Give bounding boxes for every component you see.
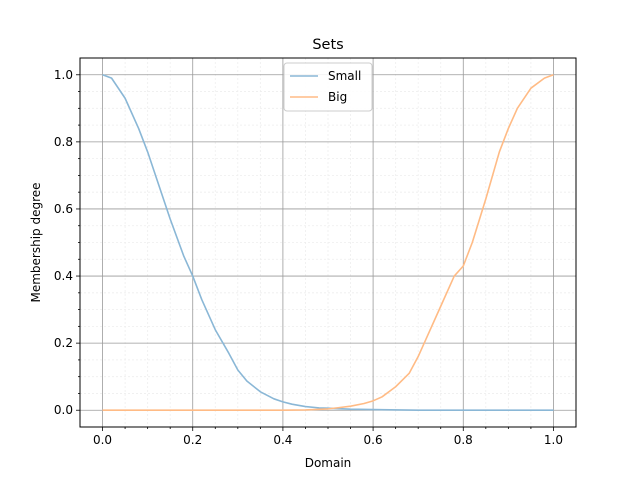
chart-title: Sets bbox=[312, 37, 343, 53]
legend-label-small: Small bbox=[328, 69, 361, 83]
y-tick-label: 0.8 bbox=[54, 135, 73, 149]
y-axis-title: Membership degree bbox=[29, 182, 43, 302]
series-line-small bbox=[102, 74, 554, 412]
x-tick-label: 0.4 bbox=[273, 433, 292, 447]
x-tick-label: 0.8 bbox=[454, 433, 473, 447]
x-tick-label: 0.6 bbox=[364, 433, 383, 447]
x-tick-label: 0.0 bbox=[93, 433, 112, 447]
legend-box bbox=[283, 62, 373, 112]
axis-ticks: 0.0 0.2 0.4 0.6 0.8 1.0 0.0 0.2 0.4 0.6 0.8 1.0 bbox=[54, 68, 563, 447]
x-tick-label: 1.0 bbox=[544, 433, 563, 447]
x-axis-title: Domain bbox=[305, 456, 352, 470]
y-tick-label: 0.2 bbox=[54, 336, 73, 350]
minor-grid bbox=[80, 58, 576, 427]
y-tick-label: 1.0 bbox=[54, 68, 73, 82]
series-line-big bbox=[102, 74, 554, 412]
y-tick-label: 0.4 bbox=[54, 269, 73, 283]
series-layer bbox=[102, 74, 554, 412]
legend: Small Big bbox=[283, 62, 373, 112]
y-tick-label: 0.0 bbox=[54, 403, 73, 417]
legend-label-big: Big bbox=[328, 90, 347, 104]
y-tick-label: 0.6 bbox=[54, 202, 73, 216]
x-tick-label: 0.2 bbox=[183, 433, 202, 447]
